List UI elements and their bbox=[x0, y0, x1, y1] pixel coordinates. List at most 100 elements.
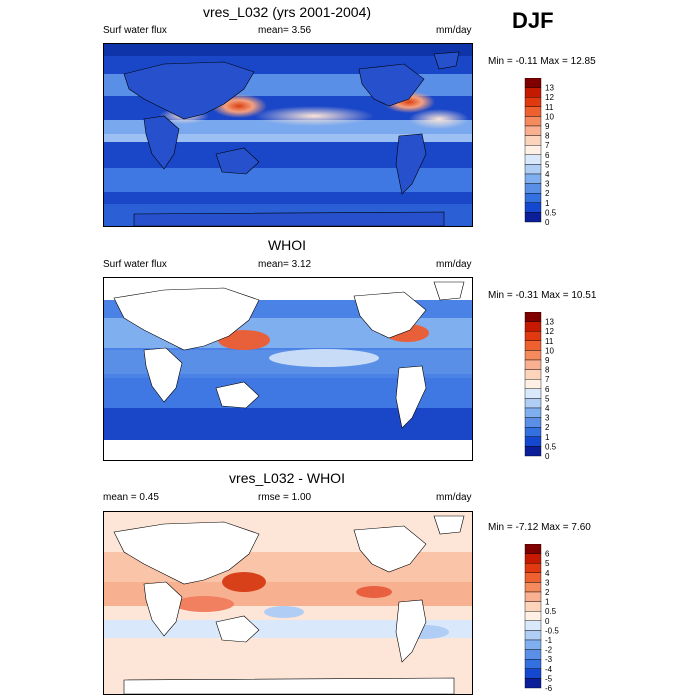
colorbar-swatch bbox=[524, 331, 542, 342]
colorbar-tick-label: 9 bbox=[545, 356, 550, 365]
colorbar-tick-label: 0.5 bbox=[545, 208, 557, 217]
colorbar-tick-label: 7 bbox=[545, 141, 550, 150]
colorbar-swatch bbox=[524, 610, 542, 621]
colorbar-swatch bbox=[524, 426, 542, 437]
panel2-minmax-label: Min = -0.31 Max = 10.51 bbox=[488, 290, 597, 301]
colorbar-swatch bbox=[524, 369, 542, 380]
colorbar-tick-label: 6 bbox=[545, 550, 550, 559]
colorbar-swatch bbox=[524, 591, 542, 602]
panel1-units-label: mm/day bbox=[436, 25, 472, 36]
panel3-mean-label: mean = 0.45 bbox=[103, 492, 159, 503]
colorbar-tick-label: -2 bbox=[545, 646, 553, 655]
colorbar-swatch bbox=[524, 106, 542, 117]
panel2-variable-label: Surf water flux bbox=[103, 259, 167, 270]
panel1-map bbox=[103, 43, 473, 227]
colorbar-swatch bbox=[524, 116, 542, 127]
panel3-map-svg bbox=[104, 512, 472, 694]
colorbar-swatch bbox=[524, 649, 542, 660]
colorbar-swatch bbox=[524, 378, 542, 389]
colorbar-tick-label: 10 bbox=[545, 346, 554, 355]
colorbar-tick-label: 3 bbox=[545, 578, 550, 587]
colorbar-swatch bbox=[524, 678, 542, 689]
colorbar-swatch bbox=[524, 553, 542, 564]
colorbar-swatch bbox=[524, 620, 542, 631]
colorbar-swatch bbox=[524, 544, 542, 554]
colorbar-tick-label: 4 bbox=[545, 404, 550, 413]
colorbar-swatch bbox=[524, 321, 542, 332]
colorbar-swatch bbox=[524, 312, 542, 322]
colorbar-swatch bbox=[524, 154, 542, 165]
panel3-rmse-label: rmse = 1.00 bbox=[258, 492, 312, 503]
colorbar-swatch bbox=[524, 639, 542, 650]
colorbar-swatch bbox=[524, 192, 542, 203]
colorbar-tick-label: 1 bbox=[545, 598, 550, 607]
colorbar-tick-label: 3 bbox=[545, 414, 550, 423]
colorbar-tick-label: 5 bbox=[545, 559, 550, 568]
colorbar-swatch bbox=[524, 417, 542, 428]
colorbar-swatch bbox=[524, 212, 542, 223]
colorbar-tick-label: 13 bbox=[545, 84, 554, 93]
colorbar-swatch bbox=[524, 601, 542, 612]
colorbar-swatch bbox=[524, 135, 542, 146]
panel2-units-label: mm/day bbox=[436, 259, 472, 270]
colorbar-swatch bbox=[524, 78, 542, 88]
colorbar-swatch bbox=[524, 582, 542, 593]
colorbar-swatch bbox=[524, 173, 542, 184]
colorbar-swatch bbox=[524, 572, 542, 583]
colorbar-tick-label: 0 bbox=[545, 617, 550, 626]
colorbar-tick-label: 2 bbox=[545, 588, 550, 597]
colorbar-swatch bbox=[524, 183, 542, 194]
colorbar-swatch bbox=[524, 164, 542, 175]
colorbar-tick-label: 7 bbox=[545, 375, 550, 384]
colorbar-tick-label: 4 bbox=[545, 170, 550, 179]
panel2-map bbox=[103, 277, 473, 461]
colorbar-swatch bbox=[524, 658, 542, 669]
colorbar-swatch bbox=[524, 407, 542, 418]
panel2-title: WHOI bbox=[267, 237, 307, 253]
colorbar-tick-label: 3 bbox=[545, 180, 550, 189]
panel1-title: vres_L032 (yrs 2001-2004) bbox=[202, 4, 372, 20]
colorbar-tick-label: 2 bbox=[545, 423, 550, 432]
colorbar-tick-label: 2 bbox=[545, 189, 550, 198]
colorbar-tick-label: 12 bbox=[545, 93, 554, 102]
colorbar-swatch bbox=[524, 436, 542, 447]
panel1-mean-label: mean= 3.56 bbox=[258, 25, 312, 36]
season-label: DJF bbox=[512, 8, 554, 33]
colorbar-swatch bbox=[524, 125, 542, 136]
colorbar-tick-label: -5 bbox=[545, 674, 553, 683]
colorbar-tick-label: -0.5 bbox=[545, 626, 559, 635]
colorbar-swatch bbox=[524, 350, 542, 361]
panel2-map-svg bbox=[104, 278, 472, 460]
panel3-units-label: mm/day bbox=[436, 492, 472, 503]
colorbar-tick-label: 8 bbox=[545, 132, 550, 141]
colorbar-swatch bbox=[524, 97, 542, 108]
colorbar-tick-label: 9 bbox=[545, 122, 550, 131]
colorbar-tick-label: -4 bbox=[545, 665, 553, 674]
colorbar-swatch bbox=[524, 340, 542, 351]
colorbar-tick-label: 11 bbox=[545, 103, 554, 112]
colorbar-tick-label: 5 bbox=[545, 160, 550, 169]
colorbar-tick-label: 13 bbox=[545, 318, 554, 327]
panel1-variable-label: Surf water flux bbox=[103, 25, 167, 36]
colorbar-tick-label: 1 bbox=[545, 433, 550, 442]
colorbar-swatch bbox=[524, 359, 542, 370]
panel2-mean-label: mean= 3.12 bbox=[258, 259, 312, 270]
panel3-map bbox=[103, 511, 473, 695]
panel3-minmax-label: Min = -7.12 Max = 7.60 bbox=[488, 522, 591, 533]
panel1-map-svg bbox=[104, 44, 472, 226]
panel3-title: vres_L032 - WHOI bbox=[229, 470, 345, 486]
colorbar-tick-label: 0 bbox=[545, 218, 550, 227]
colorbar-swatch bbox=[524, 446, 542, 457]
colorbar-swatch bbox=[524, 668, 542, 679]
colorbar-tick-label: 0.5 bbox=[545, 607, 557, 616]
colorbar-tick-label: 10 bbox=[545, 112, 554, 121]
colorbar-tick-label: -1 bbox=[545, 636, 553, 645]
colorbar-tick-label: 8 bbox=[545, 366, 550, 375]
colorbar-tick-label: 11 bbox=[545, 337, 554, 346]
colorbar-swatch bbox=[524, 388, 542, 399]
colorbar-tick-label: 4 bbox=[545, 569, 550, 578]
colorbar-swatch bbox=[524, 144, 542, 155]
